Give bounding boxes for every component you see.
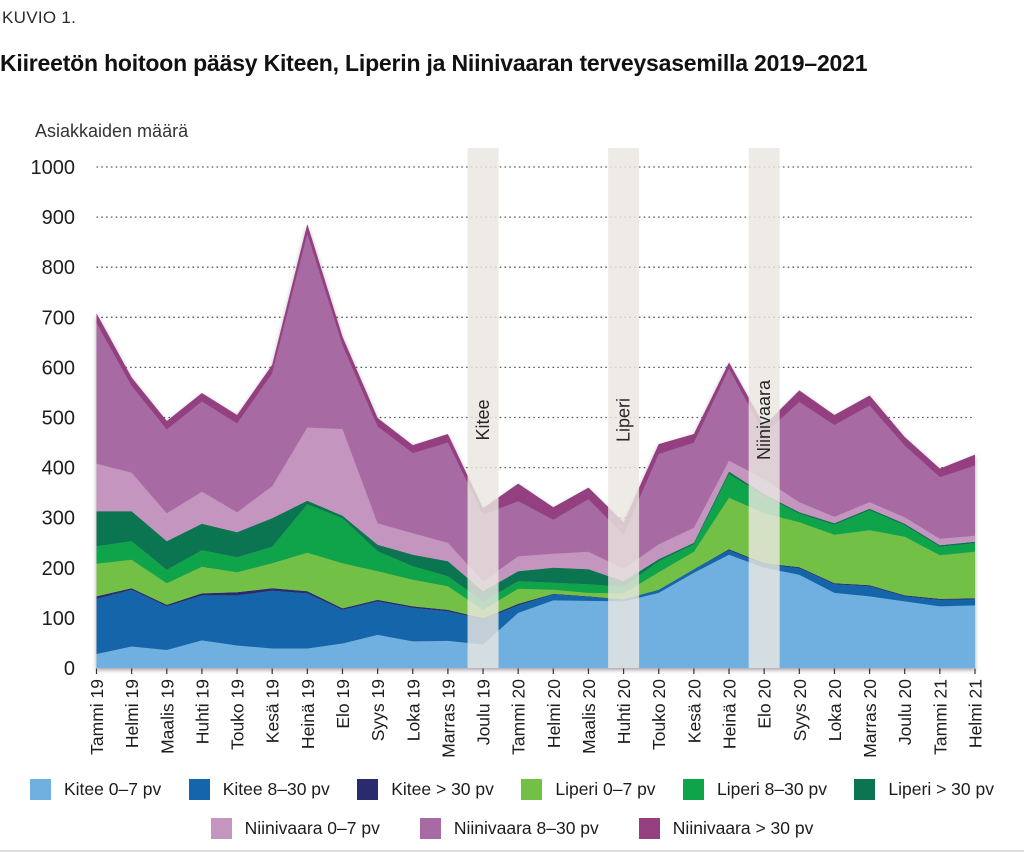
x-tick-label-kes-20: Kesä 20 xyxy=(684,679,704,743)
x-tick-label-tammi-19: Tammi 19 xyxy=(87,679,107,755)
x-tick-label-helmi-19: Helmi 19 xyxy=(122,679,142,748)
x-tick-label-syys-20: Syys 20 xyxy=(790,679,810,742)
highlight-bands: Kitee Liperi Niinivaara xyxy=(467,148,780,668)
y-tick-label-400: 400 xyxy=(42,458,75,480)
legend-swatch-liperi-30-pv xyxy=(854,779,876,800)
x-tick-label-loka-20: Loka 20 xyxy=(825,679,845,742)
legend-item-niinivaara-8-30-pv: Niinivaara 8–30 pv xyxy=(419,818,599,839)
figure-title: Kiireetön hoitoon pääsy Kiteen, Liperin … xyxy=(0,50,868,76)
legend-item-kitee-0-7-pv: Kitee 0–7 pv xyxy=(30,779,161,800)
legend-label: Niinivaara 0–7 pv xyxy=(244,818,380,838)
y-tick-label-0: 0 xyxy=(64,658,75,680)
x-tick-label-elo-19: Elo 19 xyxy=(333,679,353,729)
legend-label: Niinivaara > 30 pv xyxy=(672,818,814,838)
band-label-liperi: Liperi xyxy=(614,398,634,442)
x-tick-label-touko-19: Touko 19 xyxy=(228,679,248,750)
highlight-band-niinivaara xyxy=(748,148,780,668)
legend-swatch-niinivaara-0-7-pv xyxy=(210,818,232,839)
highlight-band-liperi xyxy=(608,148,640,668)
x-tick-label-huhti-19: Huhti 19 xyxy=(192,679,212,744)
legend-label: Niinivaara 8–30 pv xyxy=(453,818,599,838)
legend-item-liperi-8-30-pv: Liperi 8–30 pv xyxy=(683,779,827,800)
x-tick-label-marras-20: Marras 20 xyxy=(860,679,880,758)
x-tick-label-maalis-20: Maalis 20 xyxy=(579,679,599,754)
x-tick-label-helmi-21: Helmi 21 xyxy=(966,679,986,748)
area-kitee-8-30-pv xyxy=(96,550,975,654)
band-label-kitee: Kitee xyxy=(473,399,493,440)
x-axis: Tammi 19 Helmi 19 Maalis 19 Huhti 19 Touko 1… xyxy=(87,668,986,758)
y-tick-label-700: 700 xyxy=(42,307,75,329)
legend-swatch-kitee-8-30-pv xyxy=(188,779,210,800)
legend-swatch-niinivaara-8-30-pv xyxy=(419,818,441,839)
legend-swatch-niinivaara-30-pv xyxy=(638,818,660,839)
y-tick-label-500: 500 xyxy=(42,408,75,430)
highlight-band-kitee xyxy=(467,148,499,668)
legend-item-kitee-8-30-pv: Kitee 8–30 pv xyxy=(188,779,330,800)
band-label-niinivaara: Niinivaara xyxy=(754,379,774,460)
legend-swatch-kitee-0-7-pv xyxy=(30,779,51,800)
y-tick-label-600: 600 xyxy=(42,357,75,379)
area-series-group xyxy=(96,224,975,668)
legend-swatch-kitee-30-pv xyxy=(357,779,379,800)
legend-item-liperi-0-7-pv: Liperi 0–7 pv xyxy=(521,779,656,800)
x-tick-label-syys-19: Syys 19 xyxy=(368,679,388,741)
x-tick-label-joulu-20: Joulu 20 xyxy=(895,679,915,745)
y-axis-tick-labels: 0 100 200 300 400 500 600 700 800 900 1000 xyxy=(31,157,76,680)
x-tick-label-maalis-19: Maalis 19 xyxy=(157,679,177,754)
x-tick-label-touko-20: Touko 20 xyxy=(649,679,669,750)
x-tick-label-marras-19: Marras 19 xyxy=(438,679,458,758)
chart-legend: Kitee 0–7 pv Kitee 8–30 pv Kitee > 30 pv Li… xyxy=(0,779,1024,839)
legend-label: Kitee 8–30 pv xyxy=(222,779,330,799)
legend-label: Liperi 0–7 pv xyxy=(555,779,656,799)
area-niinivaara-8-30-pv xyxy=(96,234,975,582)
legend-label: Kitee > 30 pv xyxy=(391,779,494,799)
legend-swatch-liperi-0-7-pv xyxy=(521,779,543,800)
stacked-area-chart: 0 100 200 300 400 500 600 700 800 900 1000 Kitee Lip… xyxy=(31,148,986,758)
legend-label: Liperi 8–30 pv xyxy=(717,779,827,799)
legend-item-niinivaara-0-7-pv: Niinivaara 0–7 pv xyxy=(210,818,380,839)
legend-item-niinivaara-30-pv: Niinivaara > 30 pv xyxy=(638,818,814,839)
area-liperi-30-pv xyxy=(96,471,975,602)
x-tick-label-joulu-19: Joulu 19 xyxy=(474,679,494,745)
legend-item-kitee-30-pv: Kitee > 30 pv xyxy=(357,779,494,800)
y-tick-label-1000: 1000 xyxy=(31,157,76,179)
y-axis-title: Asiakkaiden määrä xyxy=(35,121,189,141)
legend-label: Kitee 0–7 pv xyxy=(64,779,162,799)
x-tick-label-loka-19: Loka 19 xyxy=(403,679,423,741)
y-tick-label-800: 800 xyxy=(42,257,75,279)
legend-item-liperi-30-pv: Liperi > 30 pv xyxy=(854,779,994,800)
x-tick-label-helmi-20: Helmi 20 xyxy=(544,679,564,748)
x-tick-label-hein-19: Heinä 19 xyxy=(298,679,318,749)
y-tick-label-100: 100 xyxy=(42,608,75,630)
x-tick-label-hein-20: Heinä 20 xyxy=(720,679,740,749)
y-tick-label-900: 900 xyxy=(42,207,75,229)
x-tick-label-huhti-20: Huhti 20 xyxy=(614,679,634,744)
x-tick-label-tammi-20: Tammi 20 xyxy=(509,679,529,755)
area-niinivaara-0-7-pv xyxy=(96,427,975,592)
y-tick-label-300: 300 xyxy=(42,508,75,530)
legend-row-1: Kitee 0–7 pv Kitee 8–30 pv Kitee > 30 pv Li… xyxy=(30,779,994,800)
x-tick-label-kes-19: Kesä 19 xyxy=(263,679,283,743)
figure-kicker: KUVIO 1. xyxy=(2,8,77,27)
x-tick-label-tammi-21: Tammi 21 xyxy=(930,679,950,755)
y-tick-label-200: 200 xyxy=(42,558,75,580)
legend-row-2: Niinivaara 0–7 pv Niinivaara 8–30 pv Niini… xyxy=(0,818,1024,839)
x-tick-label-elo-20: Elo 20 xyxy=(755,679,775,729)
legend-label: Liperi > 30 pv xyxy=(888,779,994,799)
legend-swatch-liperi-8-30-pv xyxy=(683,779,705,800)
